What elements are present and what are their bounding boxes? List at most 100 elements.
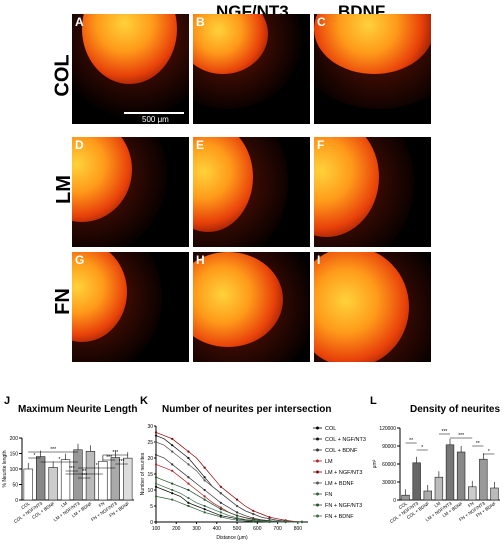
explant-body (314, 252, 409, 362)
data-point (171, 469, 174, 472)
legend-label: FN + NGF/NT3 (325, 503, 362, 509)
data-point (171, 498, 174, 501)
significance-marker: *** (458, 433, 464, 439)
micrograph-panel-f: F (314, 137, 431, 247)
data-point (187, 504, 190, 508)
data-point (235, 511, 239, 514)
series-line (155, 432, 302, 523)
data-point (284, 520, 287, 524)
y-tick-label: 50 (12, 483, 18, 489)
micrograph-label: D (75, 138, 84, 152)
data-point (219, 485, 222, 488)
x-tick-label: LM (60, 501, 68, 509)
legend-marker (316, 492, 319, 496)
significance-marker: *** (81, 473, 87, 479)
bar (23, 468, 33, 501)
y-tick-label: 5 (150, 504, 153, 510)
y-tick-label: 25 (147, 440, 153, 446)
data-point (235, 498, 239, 501)
data-point (268, 517, 271, 520)
chart-title-l: Density of neurites (410, 404, 501, 415)
significance-marker: * (33, 453, 35, 459)
y-tick-label: 10 (147, 488, 153, 494)
data-point (171, 482, 174, 485)
x-tick-label: 300 (192, 526, 201, 532)
data-point (219, 515, 222, 518)
micrograph-label: B (196, 15, 205, 29)
series-line (155, 435, 302, 523)
y-axis-label: % Neurite length (2, 450, 8, 487)
data-point (171, 437, 174, 440)
bar (456, 451, 466, 501)
significance-marker: * (58, 457, 60, 463)
significance-marker: * (488, 449, 490, 455)
data-point (203, 476, 206, 479)
micrograph-label: A (75, 15, 84, 29)
micrograph-panel-b: B (193, 14, 310, 124)
panel-label-j: J (4, 395, 11, 407)
significance-marker: ** (82, 469, 86, 475)
data-point (235, 516, 239, 519)
x-tick-label: 800 (294, 526, 303, 532)
data-point (187, 488, 190, 492)
legend-label: COL (325, 426, 336, 432)
data-point (203, 466, 206, 469)
data-point (171, 463, 174, 466)
bar (479, 458, 488, 501)
significance-marker: * (421, 445, 423, 451)
legend-label: COL + NGF/NT3 (325, 437, 366, 443)
data-point (203, 504, 206, 508)
data-point (219, 501, 222, 504)
bar (490, 487, 499, 501)
x-tick-label: 400 (213, 526, 222, 532)
x-tick-label: 100 (152, 526, 161, 532)
data-point (252, 519, 255, 522)
explant-body (193, 252, 283, 347)
micrograph-label: F (317, 138, 325, 152)
legend-marker (316, 470, 319, 474)
significance-marker: *** (119, 459, 125, 465)
y-axis-label: μm² (372, 459, 378, 468)
bar (60, 459, 71, 501)
micrograph-panel-g: G (72, 252, 189, 362)
data-point (171, 450, 174, 453)
legend-marker (316, 503, 319, 507)
data-point (203, 488, 206, 492)
y-tick-label: 0 (393, 498, 396, 504)
significance-marker: ** (409, 438, 413, 444)
significance-marker: ** (476, 441, 480, 447)
data-point (154, 482, 158, 485)
significance-marker: *** (50, 447, 56, 453)
data-point (187, 501, 190, 504)
series-line (155, 454, 302, 523)
bar (434, 476, 444, 501)
data-point (235, 514, 239, 517)
x-tick-label: COL (20, 500, 31, 510)
significance-marker: *** (106, 455, 112, 461)
data-point (219, 508, 222, 511)
x-axis-label: Distance (μm) (216, 535, 248, 541)
y-tick-label: 20 (147, 456, 153, 462)
micrograph-panel-a: A 500 μm (72, 14, 189, 124)
legend-label: FN + BDNF (325, 514, 354, 520)
data-point (203, 511, 206, 514)
data-point (154, 440, 158, 444)
x-tick-label: 600 (253, 526, 262, 532)
data-point (154, 485, 158, 488)
bar (36, 456, 46, 501)
data-point (268, 516, 271, 519)
x-tick-label: 700 (273, 526, 282, 532)
data-point (187, 496, 190, 500)
data-point (203, 495, 206, 498)
series-line (155, 496, 302, 523)
legend-marker (316, 459, 319, 463)
bar (412, 462, 421, 501)
data-point (268, 520, 271, 523)
micrograph-panel-i: I (314, 252, 431, 362)
bar (48, 467, 58, 501)
scale-bar (124, 112, 184, 114)
y-tick-label: 0 (15, 498, 18, 504)
data-point (219, 511, 222, 514)
chart-title-k: Number of neurites per intersection (162, 404, 332, 415)
